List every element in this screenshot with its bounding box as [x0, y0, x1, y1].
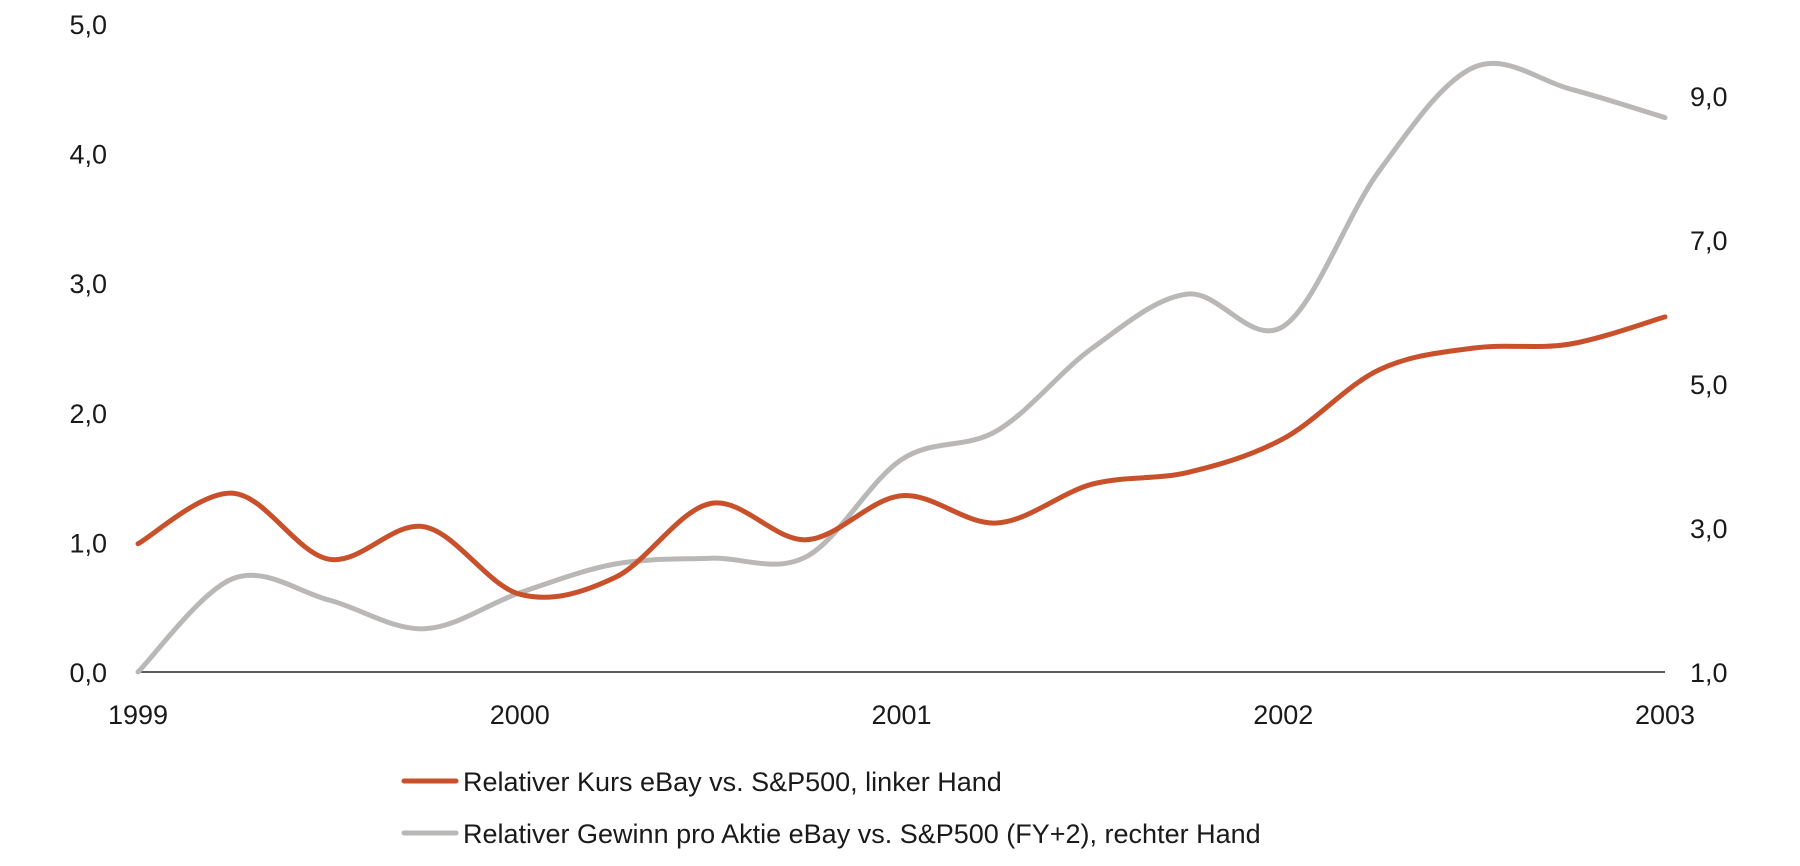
- axes: 0,0 1,0 2,0 3,0 4,0 5,0 1,0 3,0 5,0 7,0 9,0 1999 200…: [69, 10, 1727, 730]
- series-layer: [135, 60, 1668, 675]
- x-tick-label: 1999: [108, 700, 168, 730]
- legend: Relativer Kurs eBay vs. S&P500, linker H…: [401, 767, 1261, 849]
- x-tick-label: 2002: [1253, 700, 1313, 730]
- legend-label: Relativer Kurs eBay vs. S&P500, linker H…: [463, 767, 1002, 797]
- y-left-tick-label: 3,0: [69, 269, 107, 299]
- y-right-tick-label: 3,0: [1690, 514, 1728, 544]
- y-right-tick-label: 9,0: [1690, 82, 1728, 112]
- y-left-tick-label: 1,0: [69, 528, 107, 558]
- series-line-eps-relative: [135, 60, 1668, 675]
- y-right-tick-label: 1,0: [1690, 658, 1728, 688]
- y-left-tick-label: 4,0: [69, 140, 107, 170]
- legend-label: Relativer Gewinn pro Aktie eBay vs. S&P5…: [463, 819, 1261, 849]
- y-left-tick-label: 5,0: [69, 10, 107, 40]
- x-tick-label: 2003: [1635, 700, 1695, 730]
- y-left-tick-label: 0,0: [69, 658, 107, 688]
- y-right-tick-label: 5,0: [1690, 370, 1728, 400]
- y-left-tick-label: 2,0: [69, 399, 107, 429]
- x-tick-label: 2000: [490, 700, 550, 730]
- legend-item-eps-relative: Relativer Gewinn pro Aktie eBay vs. S&P5…: [401, 819, 1261, 849]
- x-tick-label: 2001: [871, 700, 931, 730]
- series-line-price-relative: [135, 314, 1668, 600]
- legend-item-price-relative: Relativer Kurs eBay vs. S&P500, linker H…: [401, 767, 1002, 797]
- y-right-tick-label: 7,0: [1690, 226, 1728, 256]
